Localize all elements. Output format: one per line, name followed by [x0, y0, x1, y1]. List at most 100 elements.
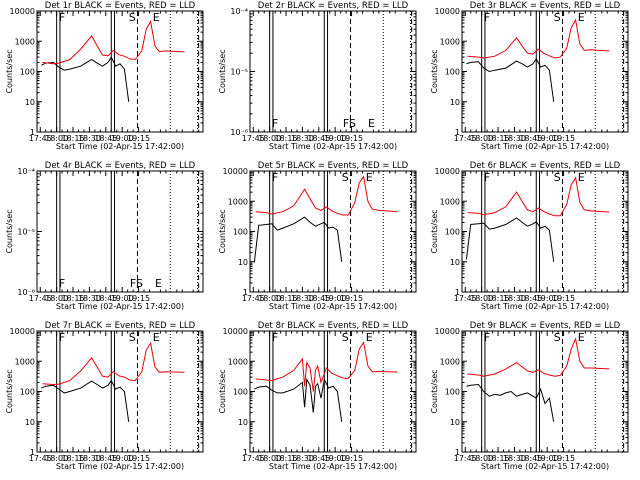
x-tick-label: 19:00	[111, 454, 134, 463]
y-tick-label: 1	[243, 448, 248, 457]
y-tick-label: 1	[30, 448, 35, 457]
series-line-lld	[42, 341, 185, 386]
x-tick-label: 18:30	[291, 134, 314, 143]
y-tick-label: 1000	[440, 357, 460, 366]
y-axis-label: Counts/sec	[218, 209, 227, 253]
y-tick-label: 10	[238, 258, 248, 267]
y-axis-label: Counts/sec	[430, 369, 439, 413]
x-tick-label: 18:45	[94, 134, 117, 143]
flare-phase-marker-s: S	[554, 11, 561, 24]
x-tick-label: 18:00	[470, 454, 493, 463]
x-tick-label: 19:15	[127, 294, 150, 303]
y-tick-label: 100	[20, 388, 35, 397]
x-tick-label: 18:00	[470, 294, 493, 303]
flare-phase-marker-e: E	[578, 171, 585, 184]
plot-frame	[36, 170, 204, 293]
x-tick-label: 17:45	[242, 134, 265, 143]
y-tick-label: 1000	[228, 197, 248, 206]
y-tick-label: 1000	[440, 197, 460, 206]
flare-phase-marker-f: F	[59, 11, 65, 24]
y-tick-label: 1000	[440, 37, 460, 46]
x-axis-label: Start Time (02-Apr-15 17:42:00)	[269, 142, 397, 151]
y-tick-label: 10	[25, 418, 35, 427]
flare-phase-marker-e: E	[155, 277, 162, 290]
x-tick-label: 18:00	[258, 294, 281, 303]
x-tick-label: 18:00	[45, 134, 68, 143]
chart-title: Det 5r BLACK = Events, RED = LLD	[258, 161, 409, 171]
y-tick-label: 10⁻⁴	[17, 167, 35, 176]
chart-panel-9: Det 9r BLACK = Events, RED = LLD 1 10 100 10…	[430, 321, 629, 471]
x-tick-label: 18:15	[487, 454, 510, 463]
x-tick-label: 18:00	[258, 134, 281, 143]
x-tick-label: 18:15	[487, 134, 510, 143]
y-tick-label: 1000	[15, 37, 35, 46]
y-tick-label: 10⁻⁶	[17, 288, 35, 297]
x-axis-label: Start Time (02-Apr-15 17:42:00)	[481, 462, 609, 471]
series-line-lld	[255, 341, 398, 392]
chart-panel-1: Det 1r BLACK = Events, RED = LLD 1 10 100 10…	[5, 1, 204, 151]
flare-phase-marker-fs: FS	[343, 117, 356, 130]
chart-title: Det 9r BLACK = Events, RED = LLD	[470, 321, 621, 331]
flare-phase-marker-s: S	[129, 11, 136, 24]
chart-panel-2: Det 2r BLACK = Events, RED = LLD 10⁻⁶ 10⁻⁵…	[218, 1, 417, 151]
flare-phase-marker-e: E	[578, 331, 585, 344]
x-tick-label: 18:30	[291, 294, 314, 303]
flare-phase-marker-f: F	[484, 11, 490, 24]
chart-title: Det 8r BLACK = Events, RED = LLD	[258, 321, 409, 331]
y-tick-label: 10000	[10, 7, 35, 16]
x-tick-label: 18:15	[62, 294, 85, 303]
y-tick-label: 10000	[435, 167, 460, 176]
plot-frame	[461, 10, 629, 133]
flare-phase-marker-e: E	[368, 117, 375, 130]
series-line-lld	[467, 18, 610, 59]
y-tick-label: 10	[450, 418, 460, 427]
x-tick-label: 18:30	[503, 454, 526, 463]
x-axis-label: Start Time (02-Apr-15 17:42:00)	[269, 302, 397, 311]
chart-title: Det 6r BLACK = Events, RED = LLD	[470, 161, 621, 171]
y-tick-label: 10000	[223, 327, 248, 336]
y-axis-label: Counts/sec	[430, 49, 439, 93]
flare-phase-marker-f: F	[272, 117, 278, 130]
x-axis-label: Start Time (02-Apr-15 17:42:00)	[481, 142, 609, 151]
y-tick-label: 10	[450, 258, 460, 267]
x-tick-label: 19:00	[536, 454, 559, 463]
x-tick-label: 18:45	[519, 454, 542, 463]
x-tick-label: 18:00	[258, 454, 281, 463]
x-tick-label: 19:15	[127, 454, 150, 463]
flare-phase-marker-fs: FS	[130, 277, 143, 290]
x-tick-label: 18:45	[519, 294, 542, 303]
x-tick-label: 18:15	[275, 294, 298, 303]
flare-phase-marker-s: S	[342, 331, 349, 344]
y-tick-label: 10	[25, 98, 35, 107]
x-axis-label: Start Time (02-Apr-15 17:42:00)	[56, 302, 184, 311]
y-tick-label: 10⁻⁴	[230, 7, 248, 16]
x-tick-label: 18:30	[291, 454, 314, 463]
y-axis-label: Counts/sec	[5, 49, 14, 93]
y-tick-label: 1	[243, 288, 248, 297]
x-tick-label: 18:15	[487, 294, 510, 303]
x-axis-label: Start Time (02-Apr-15 17:42:00)	[269, 462, 397, 471]
chart-panel-4: Det 4r BLACK = Events, RED = LLD 10⁻⁶ 10⁻⁵…	[5, 161, 204, 311]
series-line-events	[41, 56, 130, 102]
x-tick-label: 18:45	[307, 294, 330, 303]
y-tick-label: 100	[233, 228, 248, 237]
flare-phase-marker-s: S	[129, 331, 136, 344]
y-tick-label: 1	[455, 448, 460, 457]
x-tick-label: 18:45	[94, 454, 117, 463]
x-tick-label: 17:45	[242, 454, 265, 463]
y-axis-label: Counts/sec	[430, 209, 439, 253]
x-tick-label: 19:15	[340, 294, 363, 303]
x-axis-label: Start Time (02-Apr-15 17:42:00)	[481, 302, 609, 311]
plot-frame	[461, 330, 629, 453]
x-tick-label: 19:15	[552, 294, 575, 303]
y-tick-label: 10⁻⁶	[230, 128, 248, 137]
y-tick-label: 10	[238, 418, 248, 427]
flare-phase-marker-s: S	[554, 171, 561, 184]
x-tick-label: 17:45	[242, 294, 265, 303]
y-tick-label: 10000	[435, 327, 460, 336]
series-line-events	[253, 216, 343, 262]
chart-title: Det 1r BLACK = Events, RED = LLD	[45, 1, 196, 11]
x-tick-label: 18:00	[470, 134, 493, 143]
x-tick-label: 18:15	[275, 134, 298, 143]
